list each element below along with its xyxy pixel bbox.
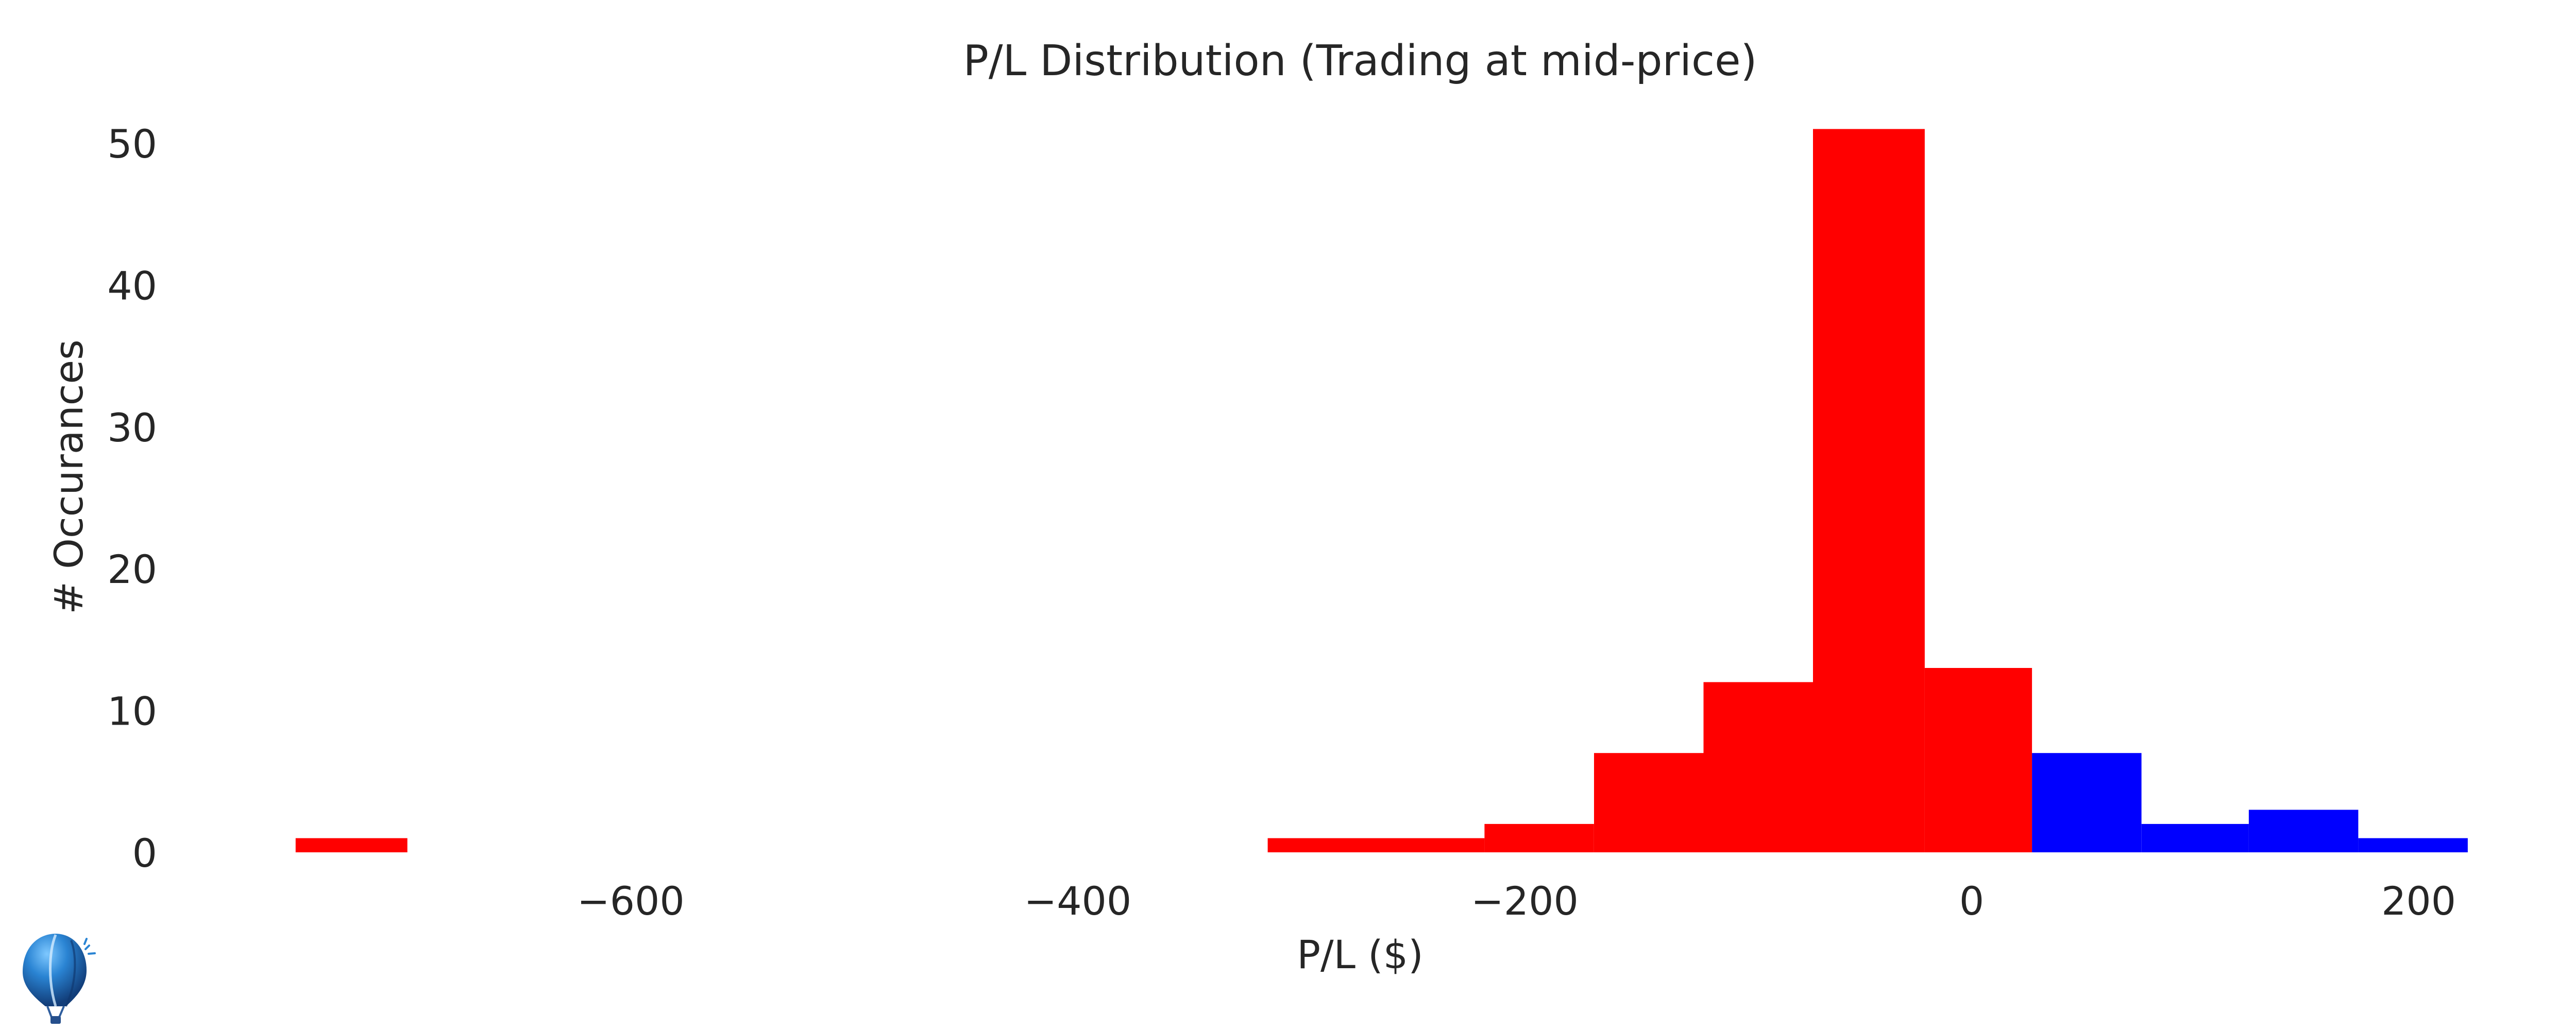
histogram-bar-2 [1267, 838, 1485, 852]
balloon-stripe-side [65, 940, 76, 1007]
histogram-bar-1 [295, 838, 408, 852]
histogram-bar-9 [2141, 823, 2249, 852]
histogram-bar-7 [1924, 668, 2032, 852]
histogram-bar-4 [1594, 753, 1704, 852]
y-tick-labels: 0 10 20 30 40 50 [107, 121, 157, 876]
histogram-bar-3 [1484, 823, 1594, 852]
balloon-envelope [23, 933, 87, 1006]
histogram-bar-11 [2358, 838, 2468, 852]
chart-title: P/L Distribution (Trading at mid-price) [963, 37, 1757, 85]
x-tick-label-200: 200 [2381, 878, 2456, 924]
y-axis-label: # Occurances [46, 339, 92, 614]
x-tick-label-0: 0 [1959, 878, 1984, 924]
y-tick-label-10: 10 [107, 689, 157, 734]
hot-air-balloon-logo [23, 933, 96, 1024]
y-tick-label-30: 30 [107, 405, 157, 451]
histogram-bar-10 [2248, 810, 2359, 852]
x-tick-label-minus-600: −600 [577, 878, 685, 924]
balloon-stripe [49, 934, 57, 1007]
histogram-bar-8 [2032, 753, 2142, 852]
x-tick-label-minus-200: −200 [1471, 878, 1579, 924]
x-tick-labels: −600 −400 −200 0 200 [577, 878, 2456, 924]
balloon-spark [83, 938, 96, 955]
balloon-ropes [46, 1006, 65, 1018]
x-tick-label-minus-400: −400 [1024, 878, 1132, 924]
y-tick-label-0: 0 [132, 830, 157, 876]
histogram-bars [295, 129, 2468, 852]
histogram-bar-5 [1703, 682, 1813, 852]
histogram-bar-6 [1813, 129, 1925, 852]
y-tick-label-40: 40 [107, 263, 157, 309]
y-tick-label-50: 50 [107, 121, 157, 167]
x-axis-label: P/L ($) [1297, 932, 1423, 977]
y-tick-label-20: 20 [107, 546, 157, 592]
balloon-basket [50, 1016, 61, 1024]
